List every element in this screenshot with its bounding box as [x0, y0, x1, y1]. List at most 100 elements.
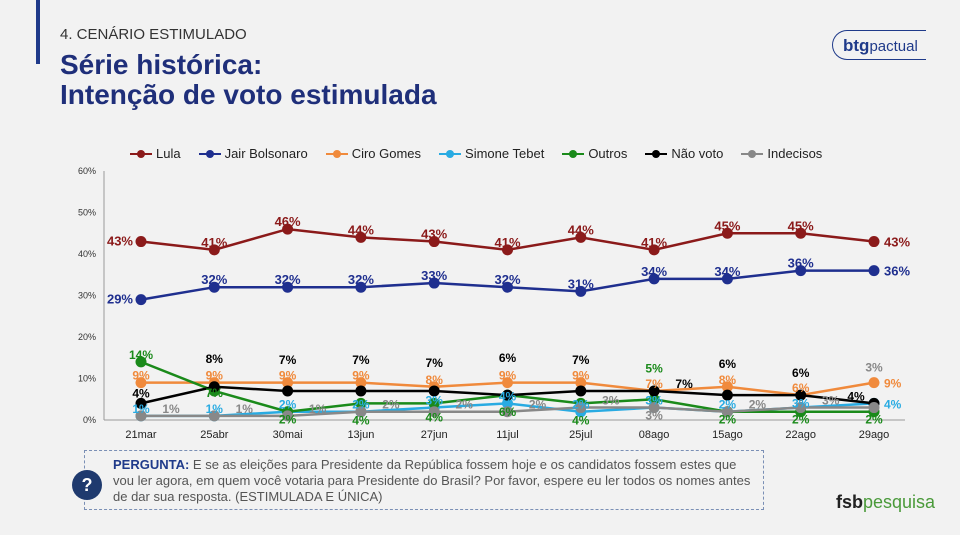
data-point	[135, 397, 147, 409]
data-point	[282, 410, 294, 422]
data-label: 36%	[788, 256, 814, 271]
data-label: 4%	[352, 413, 370, 427]
data-label: 45%	[714, 218, 740, 233]
question-box: PERGUNTA: E se as eleições para Presiden…	[84, 450, 764, 510]
x-tick-label: 22ago	[785, 429, 816, 441]
data-label: 44%	[568, 222, 594, 237]
data-label: 7%	[426, 356, 444, 370]
data-label: 3%	[792, 397, 810, 411]
data-label: 7%	[206, 386, 224, 400]
y-tick-label: 40%	[78, 249, 96, 259]
legend-item: Simone Tebet	[439, 146, 544, 161]
logo-rest: pactual	[869, 38, 918, 55]
title-line-2: Intenção de voto estimulada	[60, 79, 437, 110]
data-point	[502, 377, 513, 389]
data-point	[502, 397, 513, 409]
data-label: 3%	[602, 394, 620, 408]
data-label: 44%	[348, 222, 374, 237]
data-label: 1%	[309, 402, 327, 416]
x-tick-label: 29ago	[859, 429, 890, 441]
data-point	[721, 227, 733, 239]
data-label: 4%	[426, 410, 444, 424]
legend-label: Outros	[588, 146, 628, 161]
legend-item: Ciro Gomes	[325, 146, 422, 161]
data-label: 3%	[822, 394, 840, 408]
data-point	[648, 393, 660, 405]
data-point	[428, 397, 440, 409]
chart-legend: Lula Jair Bolsonaro Ciro Gomes Simone Tebet…	[130, 146, 822, 161]
data-label: 41%	[201, 235, 227, 250]
data-point	[868, 265, 880, 277]
data-label: 6%	[719, 357, 737, 371]
legend-label: Ciro Gomes	[351, 146, 422, 161]
data-label: 7%	[675, 377, 693, 391]
data-label: 9%	[206, 369, 224, 383]
data-label: 41%	[641, 235, 667, 250]
data-point	[502, 389, 513, 401]
legend-marker	[645, 149, 668, 158]
question-label: PERGUNTA:	[113, 457, 190, 472]
data-point	[868, 236, 880, 248]
data-label: 46%	[275, 214, 301, 229]
legend-item: Lula	[130, 146, 181, 161]
data-point	[355, 406, 367, 418]
data-label: 45%	[788, 218, 814, 233]
data-point	[208, 410, 220, 422]
data-point	[721, 406, 733, 418]
data-label: 9%	[132, 369, 150, 383]
data-label: 2%	[719, 413, 737, 427]
section-label: 4. CENÁRIO ESTIMULADO	[60, 26, 247, 43]
data-label: 9%	[279, 369, 297, 383]
legend-label: Lula	[156, 146, 181, 161]
data-point	[355, 231, 367, 243]
x-tick-label: 15ago	[712, 429, 743, 441]
data-label: 31%	[568, 276, 594, 291]
data-label: 34%	[641, 264, 667, 279]
data-label: 32%	[275, 272, 301, 287]
data-label: 43%	[421, 227, 447, 242]
data-point	[282, 377, 294, 389]
data-label: 9%	[499, 369, 517, 383]
data-label: 32%	[348, 272, 374, 287]
data-label: 7%	[572, 353, 590, 367]
data-label: 2%	[279, 413, 297, 427]
legend-marker	[325, 149, 348, 158]
legend-label: Jair Bolsonaro	[224, 146, 308, 161]
data-label: 2%	[572, 398, 590, 412]
data-label: 3%	[426, 394, 444, 408]
data-point	[795, 402, 807, 414]
y-tick-label: 20%	[78, 332, 96, 342]
logo-bold: btg	[843, 36, 870, 55]
data-label: 32%	[494, 272, 520, 287]
data-label: 3%	[865, 361, 883, 375]
legend-marker	[198, 149, 221, 158]
data-label: 41%	[494, 235, 520, 250]
data-point	[208, 244, 220, 256]
legend-marker	[439, 149, 462, 158]
data-point	[282, 223, 294, 235]
fsb-pesquisa-logo: fsbpesquisa	[836, 492, 935, 513]
data-point	[648, 402, 660, 414]
data-label: 5%	[645, 361, 663, 375]
data-label: 1%	[236, 402, 254, 416]
x-tick-label: 25jul	[569, 429, 592, 441]
data-point	[428, 277, 440, 289]
data-label: 2%	[382, 398, 400, 412]
data-label: 2%	[792, 413, 810, 427]
data-point	[575, 231, 587, 243]
data-label: 2%	[529, 398, 547, 412]
data-point	[428, 385, 440, 397]
data-label: 43%	[884, 235, 910, 250]
data-label: 14%	[129, 348, 153, 362]
fsb-rest: pesquisa	[863, 492, 936, 512]
data-point	[575, 285, 587, 297]
legend-item: Não voto	[645, 146, 723, 161]
data-point	[135, 377, 147, 389]
data-label: 3%	[645, 409, 663, 423]
data-point	[208, 381, 220, 393]
legend-item: Jair Bolsonaro	[198, 146, 308, 161]
page-title: Série histórica: Intenção de voto estimul…	[60, 50, 437, 110]
x-tick-label: 25abr	[200, 429, 228, 441]
y-tick-label: 50%	[78, 208, 96, 218]
data-point	[502, 406, 513, 418]
